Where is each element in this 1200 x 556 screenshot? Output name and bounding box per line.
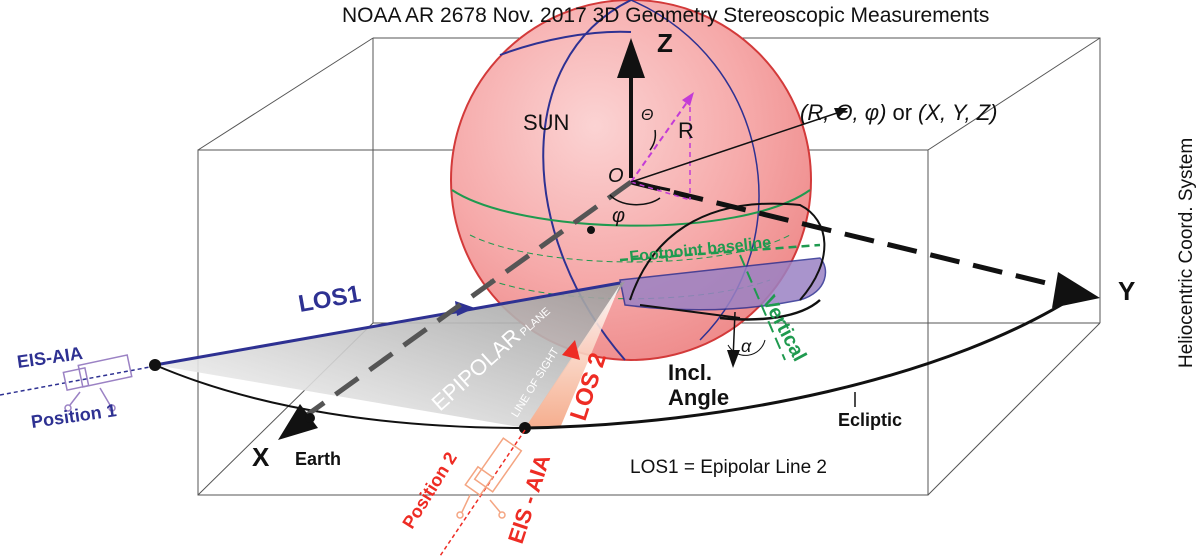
position-1-label: Position 1 (30, 400, 118, 432)
position-1-point (149, 359, 161, 371)
alpha-label: α (741, 336, 752, 356)
diagram-title: NOAA AR 2678 Nov. 2017 3D Geometry Stere… (342, 4, 989, 27)
radius-label: R (678, 118, 694, 143)
ecliptic-label: Ecliptic (838, 410, 902, 430)
position-2-label: Position 2 (398, 449, 461, 533)
telescope-icon (439, 429, 526, 556)
position-2-point (519, 422, 531, 434)
incl-label-line2: Angle (668, 385, 729, 410)
coordinate-box (197, 37, 1101, 496)
phi-label: φ (612, 205, 625, 227)
axes (278, 38, 1100, 440)
earth-label: Earth (295, 449, 341, 469)
eis-aia-1-label: EIS-AIA (16, 343, 84, 372)
side-label: Heliocentric Coord. System (1176, 138, 1197, 368)
y-arrowhead (1052, 272, 1100, 308)
x-arrowhead (278, 404, 318, 440)
theta-label: Θ (641, 107, 653, 124)
origin-label: O (608, 165, 624, 187)
y-axis-label: Y (1118, 276, 1135, 306)
epipolar-line-label: LOS1 = Epipolar Line 2 (630, 457, 827, 478)
incl-label-line1: Incl. (668, 360, 712, 385)
z-axis-label: Z (657, 28, 673, 58)
loop-curve (629, 202, 826, 301)
telescope-icon (0, 354, 151, 412)
coords-label: (R, Θ, φ) or (X, Y, Z) (800, 100, 998, 125)
z-arrowhead (617, 38, 645, 78)
sun-label: SUN (523, 110, 569, 135)
ecliptic-curve (524, 288, 1086, 430)
x-axis-label: X (252, 442, 270, 472)
los1-label: LOS1 (296, 280, 362, 317)
